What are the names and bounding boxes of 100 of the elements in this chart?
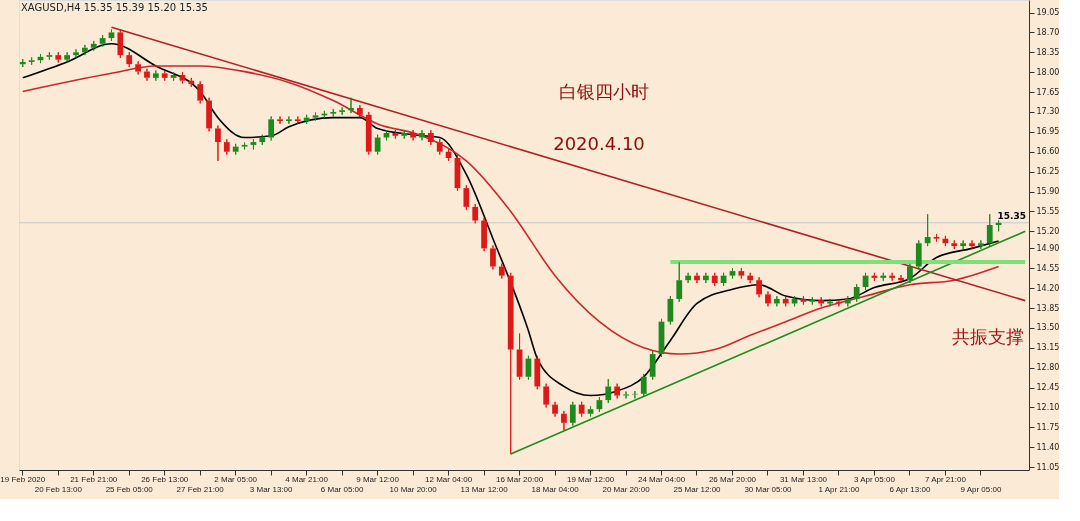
y-tick-label: 11.75	[1036, 422, 1060, 432]
candlestick	[685, 272, 691, 284]
annotation: XAGUSD,H4 15.35 15.39 15.20 15.35	[21, 2, 208, 13]
annotation: 共振支撑	[952, 326, 1024, 347]
x-tick-label: 3 Apr 05:00	[853, 475, 896, 484]
candlestick	[738, 267, 745, 279]
candlestick	[623, 391, 629, 399]
candlestick	[667, 295, 674, 326]
candlestick	[268, 116, 275, 141]
candlestick	[19, 58, 26, 68]
candlestick	[250, 138, 257, 150]
candlestick	[649, 350, 656, 381]
candlestick	[374, 134, 381, 156]
y-tick-label: 15.20	[1036, 226, 1060, 236]
candlestick	[277, 116, 283, 125]
candlestick	[907, 263, 913, 284]
candlestick	[410, 129, 416, 141]
annotation: 2020.4.10	[553, 133, 645, 154]
candlestick	[303, 114, 310, 125]
candlestick	[64, 51, 71, 64]
candlestick	[188, 77, 195, 88]
x-tick-label: 26 Mar 20:00	[708, 475, 757, 484]
candlestick	[951, 239, 958, 250]
candlestick	[569, 401, 576, 427]
y-tick-label: 18.00	[1036, 67, 1060, 77]
x-tick-label: 19 Feb 2020	[0, 475, 46, 484]
candlestick	[383, 129, 390, 141]
candlestick	[232, 143, 239, 156]
x-tick-label: 7 Apr 21:00	[924, 475, 967, 484]
candlestick	[960, 239, 967, 250]
candlestick	[640, 373, 647, 398]
candlestick	[179, 71, 186, 85]
candlestick	[898, 274, 904, 284]
y-tick-label: 13.50	[1036, 323, 1060, 333]
candlestick	[561, 410, 567, 431]
candlestick	[135, 60, 141, 75]
candlestick	[498, 263, 505, 279]
candlestick	[215, 125, 221, 162]
candlestick	[46, 51, 53, 61]
y-tick-label: 13.85	[1036, 303, 1060, 313]
y-tick-label: 19.05	[1036, 8, 1060, 17]
candlestick	[809, 296, 816, 306]
candlestick	[765, 291, 771, 307]
candlestick	[747, 272, 754, 284]
candlestick	[605, 378, 612, 404]
y-tick-label: 18.35	[1036, 47, 1060, 57]
candlestick	[206, 97, 212, 132]
x-tick-label: 20 Feb 13:00	[34, 485, 83, 494]
y-tick-label: 11.05	[1036, 462, 1060, 472]
candlestick	[853, 283, 860, 303]
x-tick-label: 25 Mar 12:00	[673, 485, 722, 494]
candlestick	[365, 111, 372, 156]
candlestick	[392, 129, 399, 140]
candlestick	[161, 69, 168, 82]
candlestick	[117, 29, 124, 59]
candlestick	[490, 245, 496, 270]
x-tick-label: 16 Mar 20:00	[495, 475, 544, 484]
y-tick-label: 14.55	[1036, 263, 1060, 273]
candlestick	[170, 71, 177, 82]
candlestick	[259, 134, 266, 146]
candlestick	[90, 40, 97, 52]
candlestick	[977, 239, 984, 250]
candlestick	[969, 239, 975, 250]
x-tick-label: 27 Feb 21:00	[176, 485, 225, 494]
y-tick-label: 14.90	[1036, 243, 1060, 253]
x-tick-label: 19 Mar 12:00	[566, 475, 615, 484]
y-tick-label: 15.55	[1036, 206, 1060, 216]
candlestick	[223, 138, 230, 156]
x-tick-label: 6 Mar 05:00	[320, 485, 365, 494]
candlestick	[844, 295, 851, 307]
x-tick-label: 1 Apr 21:00	[818, 485, 860, 494]
candlestick	[924, 213, 931, 247]
candlestick	[534, 355, 541, 390]
x-tick-label: 20 Mar 20:00	[602, 485, 651, 494]
y-tick-label: 16.25	[1036, 167, 1060, 177]
candlestick	[294, 116, 301, 125]
candlestick	[99, 34, 106, 48]
x-tick-label: 10 Mar 20:00	[389, 485, 438, 494]
candlestick	[197, 80, 204, 104]
candlestick	[152, 69, 159, 82]
x-tick-label: 3 Mar 13:00	[249, 485, 294, 494]
y-tick-label: 15.90	[1036, 187, 1060, 197]
candlestick	[694, 272, 700, 284]
candlestick	[702, 272, 709, 284]
annotation: 白银四小时	[559, 81, 649, 102]
candlestick	[782, 295, 789, 307]
y-tick-label: 16.60	[1036, 147, 1060, 157]
y-tick-label: 18.70	[1036, 27, 1060, 37]
candlestick	[933, 233, 940, 243]
x-tick-label: 9 Mar 12:00	[356, 475, 400, 484]
candlestick	[357, 104, 363, 119]
candlestick	[312, 112, 319, 121]
candlestick	[915, 239, 922, 270]
candlestick	[587, 405, 594, 418]
candlestick	[339, 106, 346, 116]
x-tick-label: 9 Apr 05:00	[960, 485, 1002, 494]
y-tick-label: 12.10	[1036, 402, 1060, 412]
candlestick	[126, 51, 133, 68]
candlestick	[427, 129, 434, 146]
candlestick	[286, 116, 292, 125]
